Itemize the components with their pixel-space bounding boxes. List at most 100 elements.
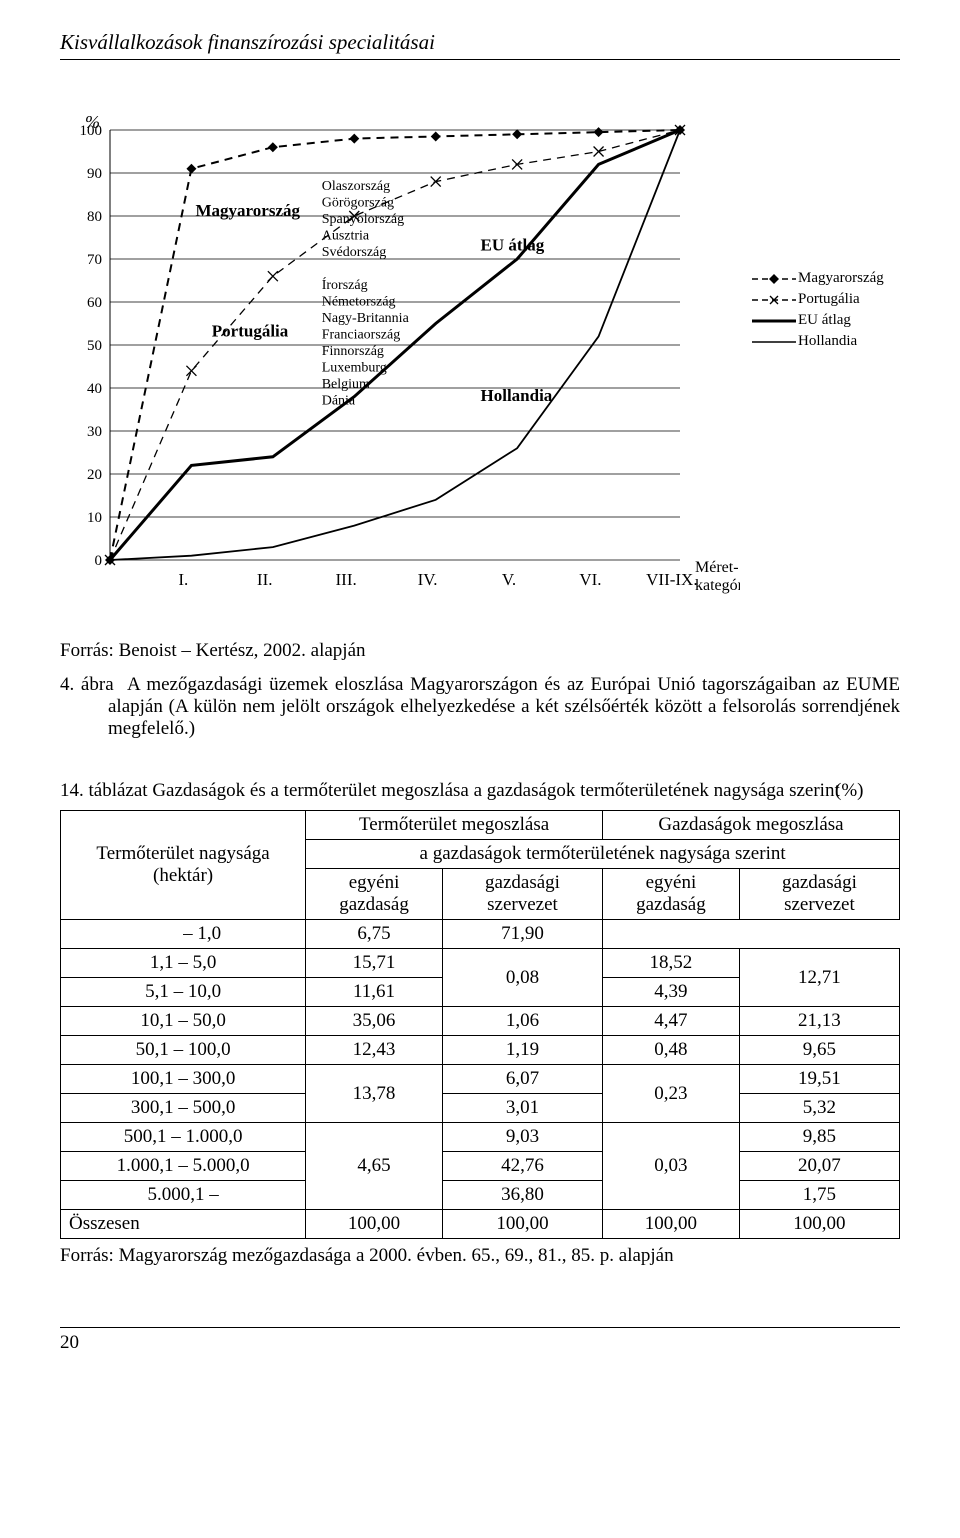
svg-text:Dánia: Dánia bbox=[322, 394, 356, 409]
legend-item: Magyarország bbox=[750, 270, 884, 287]
th-size-text: Termőterület nagysága (hektár) bbox=[96, 843, 269, 886]
legend-label: EU átlag bbox=[798, 312, 851, 329]
row-label: 500,1 – 1.000,0 bbox=[61, 1123, 306, 1152]
cell: 1,75 bbox=[739, 1181, 899, 1210]
svg-text:Olaszország: Olaszország bbox=[322, 179, 390, 194]
table-source: Forrás: Magyarország mezőgazdasága a 200… bbox=[60, 1245, 900, 1267]
svg-text:Ausztria: Ausztria bbox=[322, 229, 370, 244]
cell: 36,80 bbox=[442, 1181, 602, 1210]
data-table: Termőterület nagysága (hektár) Termőterü… bbox=[60, 810, 900, 1239]
svg-text:90: 90 bbox=[87, 166, 102, 182]
cell: 0,48 bbox=[603, 1036, 740, 1065]
svg-text:%: % bbox=[85, 112, 100, 132]
row-label: 5.000,1 – bbox=[61, 1181, 306, 1210]
row-label: 300,1 – 500,0 bbox=[61, 1094, 306, 1123]
table-row: 5.000,1 – 36,80 1,75 bbox=[61, 1181, 900, 1210]
svg-text:0: 0 bbox=[95, 553, 103, 569]
cell: 11,61 bbox=[306, 978, 443, 1007]
legend-item: Hollandia bbox=[750, 333, 884, 350]
cell: 4,47 bbox=[603, 1007, 740, 1036]
table-caption-text: Gazdaságok és a termőterület megoszlása … bbox=[152, 780, 839, 801]
cell: 0,23 bbox=[603, 1065, 740, 1123]
svg-text:30: 30 bbox=[87, 424, 102, 440]
table-row: 1.000,1 – 5.000,042,7620,07 bbox=[61, 1152, 900, 1181]
page-number: 20 bbox=[60, 1327, 900, 1354]
cell: 12,43 bbox=[306, 1036, 443, 1065]
cell: 20,07 bbox=[739, 1152, 899, 1181]
cell: 5,32 bbox=[739, 1094, 899, 1123]
chart-figure: 0102030405060708090100%I.II.III.IV.V.VI.… bbox=[60, 110, 900, 610]
svg-text:Méret-: Méret- bbox=[695, 559, 739, 576]
svg-text:70: 70 bbox=[87, 252, 102, 268]
legend-item: EU átlag bbox=[750, 312, 884, 329]
cell: 0,08 bbox=[442, 949, 602, 1007]
th-eg1: egyéni gazdaság bbox=[306, 869, 443, 920]
row-label: 1,1 – 5,0 bbox=[61, 949, 306, 978]
svg-text:Magyarország: Magyarország bbox=[196, 201, 301, 220]
cell: 9,65 bbox=[739, 1036, 899, 1065]
cell: 6,07 bbox=[442, 1065, 602, 1094]
svg-text:V.: V. bbox=[502, 570, 516, 589]
figure-source: Forrás: Benoist – Kertész, 2002. alapján bbox=[60, 640, 900, 662]
svg-text:Németország: Németország bbox=[322, 295, 396, 310]
svg-text:Portugália: Portugália bbox=[212, 321, 289, 340]
th-land: Termőterület megoszlása bbox=[306, 811, 603, 840]
page-header: Kisvállalkozások finanszírozási speciali… bbox=[60, 30, 900, 60]
chart-svg: 0102030405060708090100%I.II.III.IV.V.VI.… bbox=[60, 110, 740, 610]
svg-text:Svédország: Svédország bbox=[322, 245, 387, 260]
svg-text:II.: II. bbox=[257, 570, 273, 589]
svg-text:Luxemburg: Luxemburg bbox=[322, 361, 387, 376]
table-row: 10,1 – 50,035,061,064,4721,13 bbox=[61, 1007, 900, 1036]
cell-total: 100,00 bbox=[739, 1210, 899, 1239]
row-label: 10,1 – 50,0 bbox=[61, 1007, 306, 1036]
cell: 0,03 bbox=[603, 1123, 740, 1210]
svg-text:10: 10 bbox=[87, 510, 102, 526]
legend-label: Portugália bbox=[798, 291, 860, 308]
cell-total: 100,00 bbox=[603, 1210, 740, 1239]
table-row: 50,1 – 100,012,431,190,489,65 bbox=[61, 1036, 900, 1065]
th-size: Termőterület nagysága (hektár) bbox=[61, 811, 306, 920]
row-label: 5,1 – 10,0 bbox=[61, 978, 306, 1007]
svg-text:IV.: IV. bbox=[418, 570, 438, 589]
svg-text:Nagy-Britannia: Nagy-Britannia bbox=[322, 311, 410, 326]
svg-text:80: 80 bbox=[87, 209, 102, 225]
cell: 13,78 bbox=[306, 1065, 443, 1123]
th-sub: a gazdaságok termőterületének nagysága s… bbox=[306, 840, 900, 869]
svg-text:Franciaország: Franciaország bbox=[322, 328, 401, 343]
legend-item: Portugália bbox=[750, 291, 884, 308]
svg-text:Írország: Írország bbox=[322, 276, 368, 293]
cell: 1,19 bbox=[442, 1036, 602, 1065]
cell: 4,39 bbox=[603, 978, 740, 1007]
th-gsz1: gazdasági szervezet bbox=[442, 869, 602, 920]
total-label: Összesen bbox=[61, 1210, 306, 1239]
cell: 1,06 bbox=[442, 1007, 602, 1036]
th-eg2: egyéni gazdaság bbox=[603, 869, 740, 920]
legend-label: Magyarország bbox=[798, 270, 884, 287]
table-caption: 14. táblázat Gazdaságok és a termőterüle… bbox=[60, 780, 900, 802]
cell: 6,75 bbox=[306, 920, 443, 949]
table-row-total: Összesen100,00100,00100,00100,00 bbox=[61, 1210, 900, 1239]
cell: 21,13 bbox=[739, 1007, 899, 1036]
table-row: 300,1 – 500,03,015,32 bbox=[61, 1094, 900, 1123]
figure-caption: 4. ábra A mezőgazdasági üzemek eloszlása… bbox=[60, 674, 900, 740]
th-gsz2: gazdasági szervezet bbox=[739, 869, 899, 920]
svg-text:20: 20 bbox=[87, 467, 102, 483]
svg-text:III.: III. bbox=[336, 570, 357, 589]
svg-text:EU átlag: EU átlag bbox=[481, 235, 545, 254]
table-row: 100,1 – 300,013,786,070,2319,51 bbox=[61, 1065, 900, 1094]
svg-text:Finnország: Finnország bbox=[322, 344, 384, 359]
figure-number: 4. ábra bbox=[60, 674, 114, 695]
row-label: 1.000,1 – 5.000,0 bbox=[61, 1152, 306, 1181]
svg-text:Belgium: Belgium bbox=[322, 377, 370, 392]
svg-text:60: 60 bbox=[87, 295, 102, 311]
table-caption-num: 14. táblázat bbox=[60, 780, 148, 801]
svg-text:VII-IX.: VII-IX. bbox=[646, 570, 697, 589]
table-row: 1,1 – 5,015,710,0818,5212,71 bbox=[61, 949, 900, 978]
chart-legend: Magyarország Portugália EU átlag Hollandia bbox=[740, 110, 884, 610]
cell-total: 100,00 bbox=[306, 1210, 443, 1239]
svg-text:40: 40 bbox=[87, 381, 102, 397]
cell-total: 100,00 bbox=[442, 1210, 602, 1239]
row-label: 50,1 – 100,0 bbox=[61, 1036, 306, 1065]
svg-text:50: 50 bbox=[87, 338, 102, 354]
cell: 12,71 bbox=[739, 949, 899, 1007]
